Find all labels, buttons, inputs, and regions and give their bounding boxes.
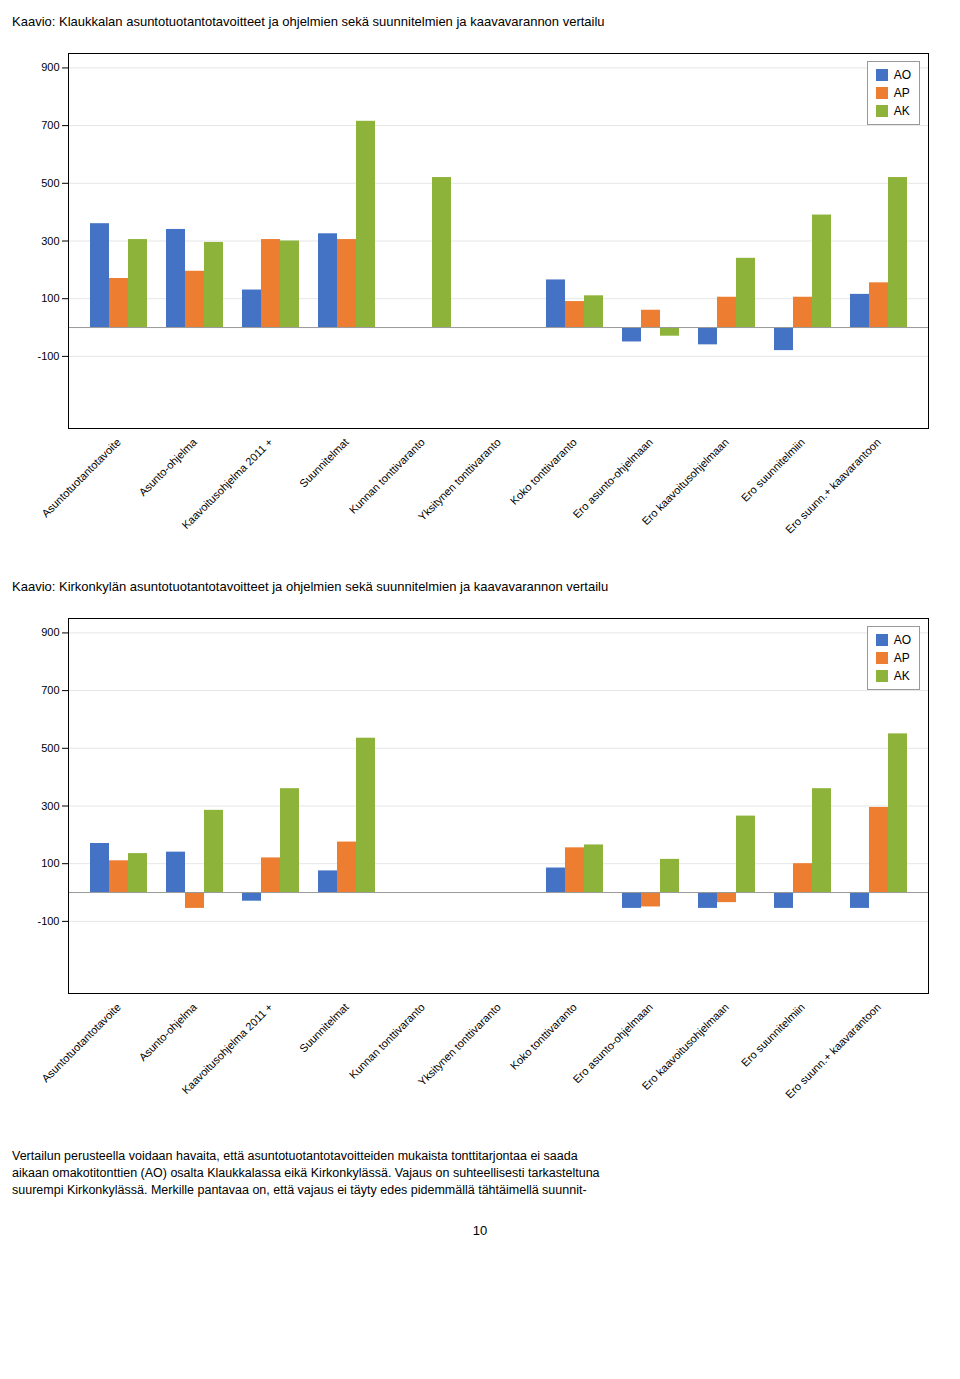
svg-text:Suunnitelmat: Suunnitelmat bbox=[297, 436, 351, 490]
html-text:suurempi Kirkonkylässä. Merkil: suurempi Kirkonkylässä. Merkille pantava… bbox=[12, 1183, 587, 1197]
svg-text:Asunto-ohjelma: Asunto-ohjelma bbox=[136, 435, 199, 498]
svg-text:300: 300 bbox=[41, 235, 59, 247]
svg-text:Ero kaavoitusohjelmaan: Ero kaavoitusohjelmaan bbox=[639, 436, 731, 528]
html-text:AP: AP bbox=[893, 651, 910, 665]
svg-text:900: 900 bbox=[41, 61, 59, 73]
svg-text:-100: -100 bbox=[37, 915, 59, 927]
svg-text:-100: -100 bbox=[37, 350, 59, 362]
svg-text:Ero asunto-ohjelmaan: Ero asunto-ohjelmaan bbox=[570, 436, 655, 521]
svg-text:Yksitynen tonttivaranto: Yksitynen tonttivaranto bbox=[416, 1001, 503, 1088]
svg-text:Kunnan tonttivaranto: Kunnan tonttivaranto bbox=[347, 1001, 427, 1081]
svg-text:500: 500 bbox=[41, 177, 59, 189]
svg-text:Koko tonttivaranto: Koko tonttivaranto bbox=[508, 436, 579, 507]
html-text:AO: AO bbox=[893, 633, 911, 647]
html-text:Kaavio: Klaukkalan asuntotuota: Kaavio: Klaukkalan asuntotuotantotavoitt… bbox=[12, 14, 605, 29]
svg-text:700: 700 bbox=[41, 684, 59, 696]
html-text:10: 10 bbox=[472, 1223, 488, 1238]
svg-text:Kaavoitusohjelma 2011 +: Kaavoitusohjelma 2011 + bbox=[179, 436, 274, 531]
svg-text:100: 100 bbox=[41, 857, 59, 869]
html-text:Vertailun perusteella voidaan: Vertailun perusteella voidaan havaita, e… bbox=[12, 1149, 578, 1163]
html-text:Kaavio: Kirkonkylän asuntotuot: Kaavio: Kirkonkylän asuntotuotantotavoit… bbox=[12, 579, 609, 594]
svg-text:300: 300 bbox=[41, 800, 59, 812]
svg-text:100: 100 bbox=[41, 292, 59, 304]
html-text:AO: AO bbox=[893, 68, 911, 82]
svg-text:900: 900 bbox=[41, 626, 59, 638]
html-text:AK: AK bbox=[893, 104, 910, 118]
html-text:aikaan omakotitonttien (AO) os: aikaan omakotitonttien (AO) osalta Klauk… bbox=[12, 1166, 600, 1180]
svg-text:Asunto-ohjelma: Asunto-ohjelma bbox=[136, 1000, 199, 1063]
svg-text:Ero asunto-ohjelmaan: Ero asunto-ohjelmaan bbox=[570, 1001, 655, 1086]
svg-text:Ero suunnitelmiin: Ero suunnitelmiin bbox=[739, 436, 807, 504]
html-text:AP: AP bbox=[893, 86, 910, 100]
svg-text:700: 700 bbox=[41, 119, 59, 131]
svg-text:500: 500 bbox=[41, 742, 59, 754]
svg-text:Asuntotuotantotavoite: Asuntotuotantotavoite bbox=[39, 1001, 123, 1085]
svg-text:Ero suunnitelmiin: Ero suunnitelmiin bbox=[739, 1001, 807, 1069]
svg-text:Kaavoitusohjelma 2011 +: Kaavoitusohjelma 2011 + bbox=[179, 1001, 274, 1096]
svg-text:Koko tonttivaranto: Koko tonttivaranto bbox=[508, 1001, 579, 1072]
svg-text:Ero kaavoitusohjelmaan: Ero kaavoitusohjelmaan bbox=[639, 1001, 731, 1093]
svg-text:Kunnan tonttivaranto: Kunnan tonttivaranto bbox=[347, 436, 427, 516]
svg-text:Ero suunn.+ kaavarantoon: Ero suunn.+ kaavarantoon bbox=[783, 1001, 883, 1101]
html-text:AK: AK bbox=[893, 669, 910, 683]
svg-text:Ero suunn.+ kaavarantoon: Ero suunn.+ kaavarantoon bbox=[783, 436, 883, 536]
svg-text:Yksitynen tonttivaranto: Yksitynen tonttivaranto bbox=[416, 436, 503, 523]
svg-text:Suunnitelmat: Suunnitelmat bbox=[297, 1001, 351, 1055]
svg-text:Asuntotuotantotavoite: Asuntotuotantotavoite bbox=[39, 436, 123, 520]
